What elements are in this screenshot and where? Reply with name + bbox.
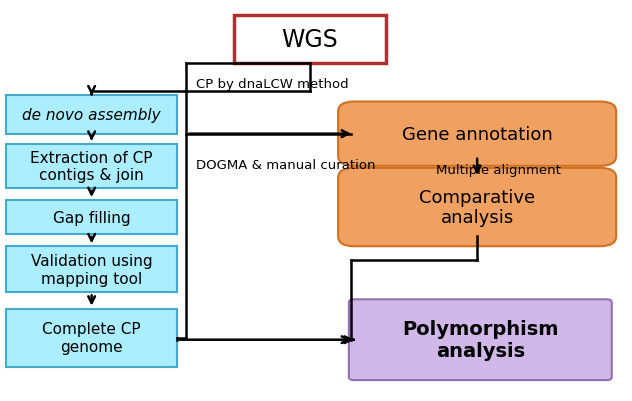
Text: CP by dnaLCW method: CP by dnaLCW method (196, 78, 348, 91)
FancyBboxPatch shape (6, 247, 177, 293)
Text: Polymorphism
analysis: Polymorphism analysis (402, 320, 559, 360)
FancyBboxPatch shape (234, 16, 386, 64)
FancyBboxPatch shape (6, 200, 177, 235)
Text: Validation using
mapping tool: Validation using mapping tool (31, 253, 152, 286)
Text: Comparative
analysis: Comparative analysis (419, 188, 535, 227)
Text: Gene annotation: Gene annotation (402, 126, 552, 143)
Text: DOGMA & manual curation: DOGMA & manual curation (196, 158, 375, 171)
Text: WGS: WGS (281, 28, 338, 52)
Text: Extraction of CP
contigs & join: Extraction of CP contigs & join (30, 150, 153, 182)
Text: Gap filling: Gap filling (53, 210, 130, 225)
FancyBboxPatch shape (338, 168, 616, 247)
FancyBboxPatch shape (349, 300, 612, 380)
FancyBboxPatch shape (6, 144, 177, 188)
FancyBboxPatch shape (6, 96, 177, 134)
Text: Complete CP
genome: Complete CP genome (42, 322, 141, 354)
FancyBboxPatch shape (338, 102, 616, 166)
Text: de novo assembly: de novo assembly (22, 108, 161, 123)
FancyBboxPatch shape (6, 309, 177, 367)
Text: Multiple alignment: Multiple alignment (436, 164, 561, 176)
